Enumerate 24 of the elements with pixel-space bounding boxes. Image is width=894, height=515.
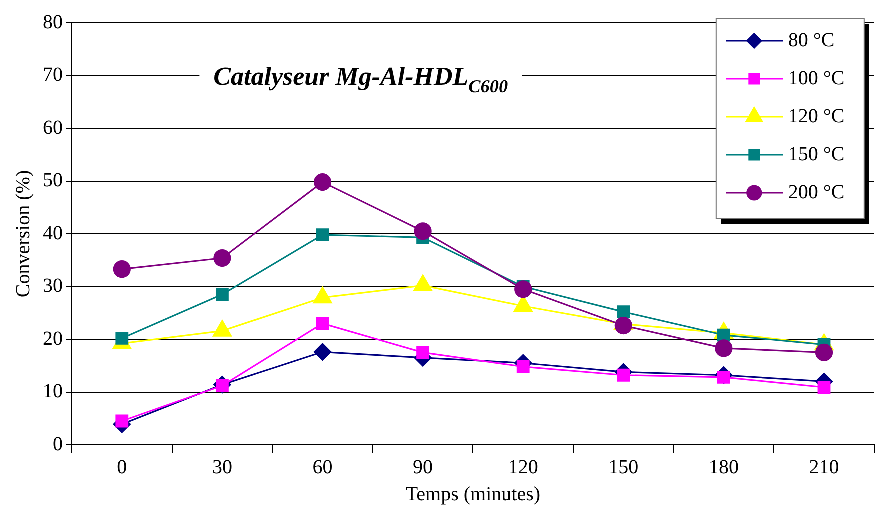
x-tick-label: 120: [508, 456, 538, 478]
legend-label: 100 °C: [788, 67, 845, 90]
x-tick-label: 0: [117, 456, 128, 478]
x-tick-label: 90: [413, 456, 434, 478]
y-tick-label: 0: [53, 433, 63, 456]
y-tick-label: 10: [43, 380, 63, 402]
y-axis-title: Conversion (%): [12, 170, 34, 298]
x-tick-label: 210: [809, 456, 840, 478]
legend-label: 80 °C: [788, 29, 835, 52]
x-tick-label: 30: [212, 456, 232, 478]
x-tick-label: 150: [608, 456, 639, 478]
x-axis-title: Temps (minutes): [406, 483, 541, 506]
legend-label: 120 °C: [788, 105, 845, 128]
x-tick-label: 60: [312, 456, 333, 478]
y-tick-label: 50: [43, 170, 63, 192]
y-tick-label: 80: [43, 11, 63, 34]
y-tick-label: 70: [43, 64, 63, 86]
legend-label: 150 °C: [788, 143, 845, 166]
y-tick-label: 40: [43, 222, 63, 244]
y-tick-label: 60: [43, 116, 63, 139]
y-tick-label: 20: [43, 328, 63, 350]
x-tick-label: 180: [708, 456, 739, 478]
legend-label: 200 °C: [788, 181, 845, 204]
y-tick-label: 30: [43, 275, 63, 297]
